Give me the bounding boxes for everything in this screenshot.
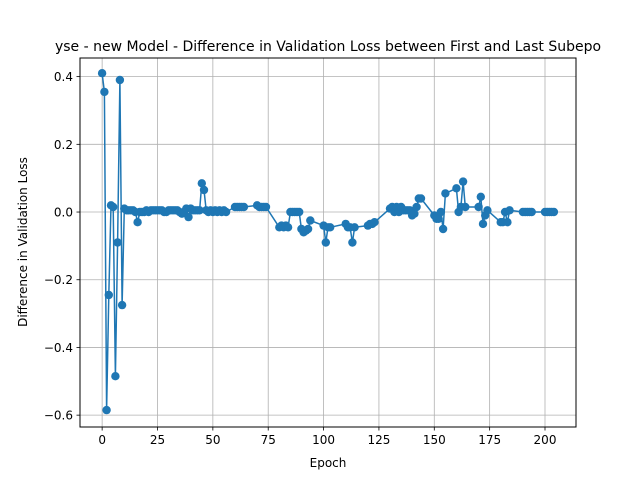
data-point bbox=[438, 224, 448, 234]
axes-frame bbox=[79, 57, 577, 428]
data-point bbox=[478, 219, 488, 229]
x-axis-ticks: 0 25 50 75 100 125 150 175 200 bbox=[98, 427, 556, 447]
data-point bbox=[350, 223, 359, 232]
data-point bbox=[184, 212, 193, 222]
y-tick-label: −0.6 bbox=[44, 409, 73, 423]
data-point bbox=[97, 69, 107, 78]
data-point bbox=[295, 207, 304, 217]
data-point bbox=[416, 194, 426, 203]
data-point bbox=[102, 405, 111, 415]
data-point bbox=[321, 238, 330, 247]
y-axis-label: Difference in Validation Loss bbox=[16, 157, 30, 327]
data-point bbox=[100, 87, 109, 97]
y-tick-label: 0.2 bbox=[54, 138, 73, 152]
x-tick-label: 200 bbox=[534, 433, 557, 447]
x-tick-label: 25 bbox=[150, 433, 165, 447]
data-point bbox=[117, 300, 127, 310]
data-point bbox=[527, 207, 536, 217]
y-tick-label: −0.2 bbox=[44, 273, 73, 287]
data-point bbox=[303, 224, 313, 234]
x-tick-label: 0 bbox=[98, 433, 106, 447]
x-tick-label: 125 bbox=[367, 433, 390, 447]
data-point bbox=[113, 238, 122, 247]
data-point bbox=[306, 216, 315, 225]
data-point bbox=[197, 179, 206, 188]
data-point bbox=[461, 202, 470, 212]
data-point bbox=[115, 75, 125, 85]
y-tick-label: −0.4 bbox=[44, 341, 73, 355]
data-point bbox=[441, 189, 450, 198]
data-point bbox=[474, 202, 483, 212]
data-point bbox=[239, 202, 249, 212]
y-tick-label: 0.4 bbox=[54, 70, 73, 84]
data-point bbox=[199, 185, 209, 195]
x-tick-label: 175 bbox=[478, 433, 501, 447]
data-point bbox=[261, 202, 271, 212]
data-point bbox=[458, 177, 468, 186]
data-point bbox=[221, 207, 231, 217]
data-point bbox=[476, 192, 485, 201]
data-series bbox=[97, 69, 559, 415]
x-tick-label: 150 bbox=[423, 433, 446, 447]
y-axis-ticks: −0.6 −0.4 −0.2 0.0 0.2 0.4 bbox=[44, 70, 80, 423]
data-point bbox=[412, 202, 421, 212]
data-point bbox=[283, 223, 293, 232]
x-axis-label: Epoch bbox=[310, 456, 347, 470]
data-point bbox=[370, 218, 379, 227]
data-point bbox=[133, 218, 142, 227]
x-tick-label: 100 bbox=[312, 433, 335, 447]
x-tick-label: 75 bbox=[261, 433, 276, 447]
data-point bbox=[326, 223, 335, 232]
data-point bbox=[109, 202, 118, 212]
y-tick-label: 0.0 bbox=[54, 206, 73, 220]
data-point bbox=[505, 206, 514, 215]
data-point bbox=[111, 372, 120, 381]
data-point bbox=[483, 206, 492, 215]
data-point bbox=[348, 238, 357, 247]
data-point bbox=[436, 207, 446, 217]
chart-title: yse - new Model - Difference in Validati… bbox=[55, 39, 601, 55]
data-point bbox=[549, 207, 559, 217]
data-point bbox=[104, 290, 114, 300]
data-point bbox=[434, 214, 443, 223]
data-point bbox=[195, 206, 204, 215]
data-point bbox=[503, 218, 512, 227]
data-point bbox=[410, 209, 419, 218]
data-point bbox=[452, 184, 461, 193]
x-tick-label: 50 bbox=[205, 433, 220, 447]
